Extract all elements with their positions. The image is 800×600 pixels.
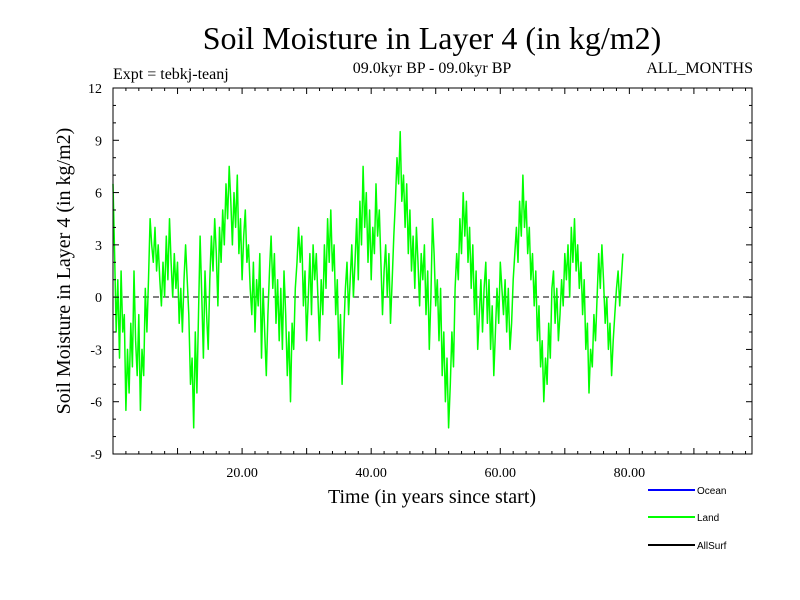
- y-tick-label: -3: [90, 343, 102, 358]
- y-tick-label: 6: [95, 187, 102, 202]
- x-tick-label: 40.00: [355, 466, 387, 481]
- legend-allsurf-label: AllSurf: [697, 541, 727, 552]
- y-tick-label: 0: [95, 291, 102, 306]
- axis-ticks: [113, 87, 752, 455]
- y-tick-label: -6: [90, 396, 102, 411]
- legend-ocean-label: Ocean: [697, 486, 726, 497]
- y-tick-label: 12: [88, 82, 102, 97]
- x-axis-label: Time (in years since start): [328, 486, 536, 508]
- legend: Ocean Land AllSurf: [648, 486, 727, 552]
- y-tick-label: 3: [95, 239, 102, 254]
- plot-frame: [112, 87, 753, 455]
- y-tick-label: -9: [90, 448, 102, 463]
- chart-title: Soil Moisture in Layer 4 (in kg/m2): [203, 20, 662, 56]
- period-label: 09.0kyr BP - 09.0kyr BP: [353, 60, 512, 77]
- x-tick-label: 80.00: [614, 466, 646, 481]
- y-tick-label: 9: [95, 134, 102, 149]
- y-tick-labels: -9 -6 -3 0 3 6 9 12: [88, 82, 102, 463]
- x-tick-label: 20.00: [226, 466, 258, 481]
- x-tick-label: 60.00: [485, 466, 517, 481]
- experiment-label: Expt = tebkj-teanj: [113, 66, 229, 83]
- legend-land-label: Land: [697, 513, 719, 524]
- y-axis-label: Soil Moisture in Layer 4 (in kg/m2): [53, 128, 75, 415]
- x-tick-labels: 20.00 40.00 60.00 80.00: [226, 466, 645, 481]
- months-label: ALL_MONTHS: [646, 60, 753, 77]
- series-land-line: [112, 130, 624, 429]
